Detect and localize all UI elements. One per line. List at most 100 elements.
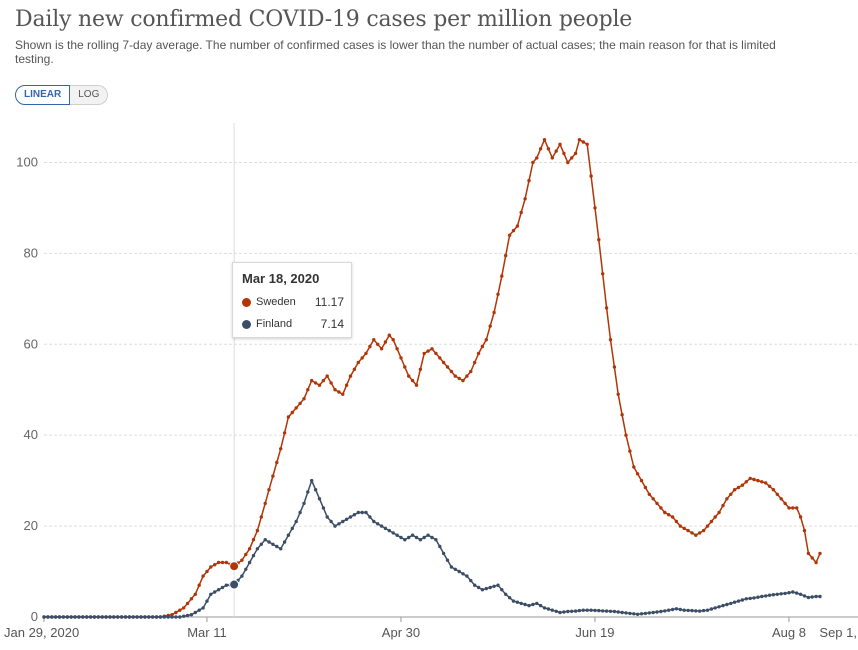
finland-point <box>639 612 644 616</box>
sweden-point <box>403 365 407 369</box>
linear-scale-button[interactable]: LINEAR <box>15 85 71 105</box>
finland-point <box>290 526 294 531</box>
finland-point <box>760 594 764 599</box>
sweden-point <box>461 378 465 383</box>
sweden-point <box>709 519 714 524</box>
sweden-point <box>480 344 485 349</box>
tooltip-finland-name: Finland <box>256 318 293 330</box>
finland-point <box>581 608 585 612</box>
sweden-point <box>302 397 306 401</box>
finland-point <box>50 615 54 619</box>
tooltip-row-finland: Finland 7.14 <box>242 316 344 332</box>
finland-point <box>42 615 46 619</box>
finland-point <box>701 608 706 613</box>
sweden-point <box>418 367 423 371</box>
finland-point <box>286 533 291 537</box>
sweden-point <box>387 333 391 337</box>
finland-point <box>96 615 101 619</box>
x-axis-ticks: Jan 29, 2020 Mar 11 Apr 30 Jun 19 Aug 8 Sep 1… <box>4 617 857 640</box>
finland-point <box>752 596 756 600</box>
sweden-point <box>379 347 384 351</box>
finland-point <box>434 538 438 542</box>
finland-point <box>189 613 194 617</box>
finland-point <box>205 599 209 603</box>
sweden-point <box>213 563 217 567</box>
finland-point <box>480 588 485 592</box>
finland-point <box>216 588 221 592</box>
sweden-point <box>806 551 811 556</box>
sweden-point <box>449 369 454 374</box>
sweden-point <box>694 533 698 537</box>
sweden-point <box>313 381 318 385</box>
sweden-point <box>558 142 562 146</box>
tooltip-date: Mar 18, 2020 <box>242 271 320 286</box>
sweden-point <box>682 526 686 531</box>
y-tick-label: 60 <box>24 336 38 351</box>
sweden-point <box>395 347 399 351</box>
sweden-point <box>674 519 679 524</box>
finland-point <box>729 601 733 606</box>
sweden-point <box>589 174 593 178</box>
finland-point <box>92 615 97 619</box>
finland-point <box>356 510 360 515</box>
sweden-point <box>538 147 543 151</box>
tooltip: Mar 18, 2020 Sweden 11.17 Finland 7.14 <box>232 262 352 338</box>
finland-point <box>476 585 481 590</box>
sweden-point <box>430 347 434 351</box>
finland-point <box>651 610 655 615</box>
sweden-point <box>504 253 508 258</box>
finland-point <box>348 515 353 519</box>
finland-point <box>116 615 120 619</box>
log-scale-button[interactable]: LOG <box>70 85 109 105</box>
tooltip-sweden-name: Sweden <box>256 296 296 308</box>
finland-point <box>69 615 73 619</box>
sweden-point <box>271 474 275 478</box>
finland-point <box>783 591 787 596</box>
finland-point <box>383 526 388 531</box>
sweden-point <box>663 510 667 515</box>
sweden-point <box>310 378 314 383</box>
sweden-point <box>527 178 531 183</box>
sweden-point <box>352 367 357 371</box>
finland-point <box>570 609 574 613</box>
finland-point <box>616 610 620 614</box>
finland-point <box>426 533 430 537</box>
finland-point <box>213 590 217 594</box>
sweden-point <box>531 160 535 165</box>
finland-point <box>767 593 772 597</box>
finland-point <box>764 594 768 598</box>
finland-point <box>597 608 601 613</box>
hover-markers <box>229 561 240 590</box>
sweden-point <box>698 531 702 535</box>
y-tick-label: 40 <box>24 427 38 442</box>
sweden-line <box>44 138 821 618</box>
tooltip-sweden-value: 11.17 <box>314 295 344 309</box>
finland-point <box>364 510 368 515</box>
finland-point <box>174 615 178 619</box>
sweden-point <box>279 447 283 451</box>
finland-point <box>313 488 318 492</box>
finland-hover-marker <box>229 579 240 590</box>
sweden-point <box>585 142 589 146</box>
sweden-point <box>550 156 554 160</box>
sweden-point <box>399 356 403 360</box>
sweden-point <box>465 374 469 378</box>
finland-point <box>178 615 182 619</box>
sweden-point <box>756 478 760 483</box>
finland-point <box>410 533 415 537</box>
sweden-point <box>667 513 671 517</box>
finland-point <box>593 608 597 613</box>
finland-point <box>554 609 558 613</box>
sweden-point <box>205 569 209 574</box>
sweden-point <box>686 528 690 533</box>
sweden-point <box>356 360 360 365</box>
sweden-point <box>453 374 457 378</box>
x-tick-label: Mar 11 <box>187 625 227 640</box>
finland-point <box>422 535 426 540</box>
finland-point <box>445 558 450 562</box>
finland-point <box>601 609 605 613</box>
sweden-point <box>441 360 446 365</box>
sweden-point <box>612 365 617 369</box>
sweden-point <box>729 492 733 496</box>
